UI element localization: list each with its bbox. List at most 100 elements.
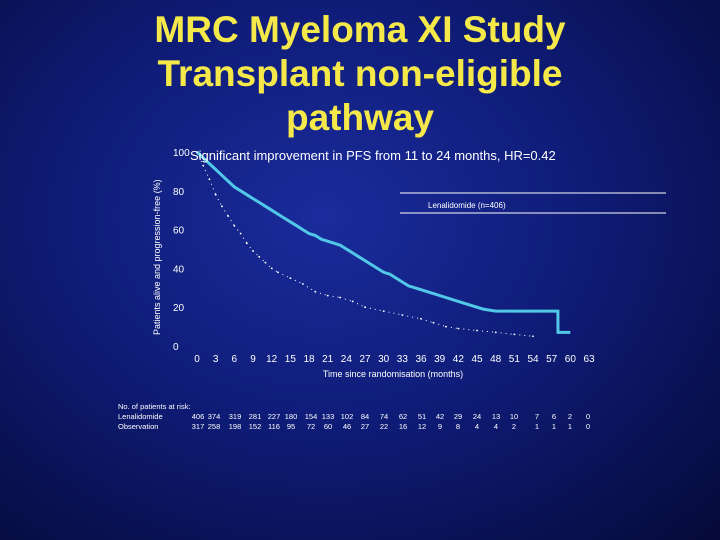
risk-cell: 27 xyxy=(360,422,370,431)
risk-cell: 7 xyxy=(534,412,540,421)
risk-cell: 406 xyxy=(191,412,205,421)
observation-segment xyxy=(302,283,316,293)
observation-segment xyxy=(258,256,266,263)
risk-cell: 6 xyxy=(551,412,557,421)
observation-segment xyxy=(290,277,303,285)
risk-cell: 4 xyxy=(493,422,499,431)
observation-segment xyxy=(240,233,248,244)
risk-cell: 60 xyxy=(323,422,333,431)
risk-cell: 84 xyxy=(360,412,370,421)
risk-cell: 72 xyxy=(306,422,316,431)
observation-segment xyxy=(352,300,366,308)
observation-segment xyxy=(402,314,422,320)
x-tick-label: 57 xyxy=(546,354,558,365)
risk-cell: 102 xyxy=(340,412,354,421)
observation-segment xyxy=(339,297,353,302)
risk-table-header: No. of patients at risk: xyxy=(118,402,191,411)
x-tick-label: 45 xyxy=(471,354,483,365)
chart-subtitle: Significant improvement in PFS from 11 t… xyxy=(190,148,556,163)
risk-cell: 1 xyxy=(567,422,573,431)
risk-cell: 1 xyxy=(534,422,540,431)
risk-cell: 95 xyxy=(286,422,296,431)
risk-cell: 0 xyxy=(585,422,591,431)
risk-cell: 12 xyxy=(417,422,427,431)
risk-cell: 281 xyxy=(248,412,262,421)
x-tick-label: 15 xyxy=(285,354,297,365)
observation-segment xyxy=(221,206,229,217)
risk-cell: 133 xyxy=(321,412,335,421)
x-tick-label: 0 xyxy=(194,354,200,365)
risk-cell: 227 xyxy=(267,412,281,421)
observation-segment xyxy=(277,271,291,279)
x-tick-label: 36 xyxy=(415,354,427,365)
y-tick-label: 60 xyxy=(173,226,185,237)
x-tick-label: 51 xyxy=(509,354,521,365)
risk-cell: 154 xyxy=(304,412,318,421)
slide-title: MRC Myeloma XI Study Transplant non-elig… xyxy=(0,8,720,140)
risk-cell: 8 xyxy=(455,422,461,431)
y-tick-label: 40 xyxy=(173,264,185,275)
observation-segment xyxy=(233,225,241,234)
risk-cell: 1 xyxy=(551,422,557,431)
risk-cell: 258 xyxy=(207,422,221,431)
risk-cell: 374 xyxy=(207,412,221,421)
risk-cell: 16 xyxy=(398,422,408,431)
risk-cell: 319 xyxy=(228,412,242,421)
risk-row-label-lenalidomide: Lenalidomide xyxy=(118,412,163,421)
observation-segment xyxy=(265,262,273,269)
observation-segment xyxy=(208,178,217,195)
observation-segment xyxy=(458,328,478,331)
risk-cell: 46 xyxy=(342,422,352,431)
risk-cell: 22 xyxy=(379,422,389,431)
observation-segment xyxy=(445,326,459,330)
risk-cell: 0 xyxy=(585,412,591,421)
risk-cell: 62 xyxy=(398,412,408,421)
x-tick-label: 42 xyxy=(453,354,465,365)
y-tick-label: 0 xyxy=(173,342,179,353)
legend-entry-lenalidomide: Lenalidomide (n=406) xyxy=(428,201,506,210)
observation-segment xyxy=(252,250,260,258)
x-tick-label: 54 xyxy=(527,354,539,365)
risk-cell: 24 xyxy=(472,412,482,421)
risk-cell: 152 xyxy=(248,422,262,431)
observation-segment xyxy=(215,194,223,207)
risk-cell: 51 xyxy=(417,412,427,421)
x-axis-label: Time since randomisation (months) xyxy=(323,369,463,379)
risk-cell: 42 xyxy=(435,412,445,421)
x-tick-label: 21 xyxy=(322,354,334,365)
x-tick-label: 48 xyxy=(490,354,502,365)
observation-segment xyxy=(514,333,534,337)
risk-cell: 180 xyxy=(284,412,298,421)
observation-segment xyxy=(383,310,403,316)
x-tick-label: 12 xyxy=(266,354,278,365)
x-tick-label: 3 xyxy=(213,354,219,365)
y-tick-label: 20 xyxy=(173,303,185,314)
observation-segment xyxy=(495,331,515,335)
risk-cell: 317 xyxy=(191,422,205,431)
y-tick-label: 100 xyxy=(173,148,190,159)
x-tick-label: 30 xyxy=(378,354,390,365)
x-tick-label: 33 xyxy=(397,354,409,365)
observation-segment xyxy=(227,215,235,226)
risk-cell: 13 xyxy=(491,412,501,421)
risk-cell: 2 xyxy=(567,412,573,421)
x-tick-label: 60 xyxy=(565,354,577,365)
x-tick-label: 39 xyxy=(434,354,446,365)
risk-cell: 116 xyxy=(268,422,280,431)
risk-cell: 29 xyxy=(453,412,463,421)
x-tick-label: 27 xyxy=(359,354,371,365)
lenalidomide-line xyxy=(195,150,571,334)
risk-cell: 4 xyxy=(474,422,480,431)
x-tick-label: 9 xyxy=(250,354,256,365)
risk-cell: 198 xyxy=(228,422,242,431)
observation-segment xyxy=(420,318,434,324)
observation-segment xyxy=(246,242,254,252)
observation-segment xyxy=(364,306,384,312)
x-tick-label: 18 xyxy=(303,354,315,365)
x-tick-label: 6 xyxy=(232,354,238,365)
x-tick-label: 24 xyxy=(341,354,353,365)
title-line-3: pathway xyxy=(285,97,435,138)
y-tick-label: 80 xyxy=(173,187,185,198)
observation-segment xyxy=(433,322,447,328)
